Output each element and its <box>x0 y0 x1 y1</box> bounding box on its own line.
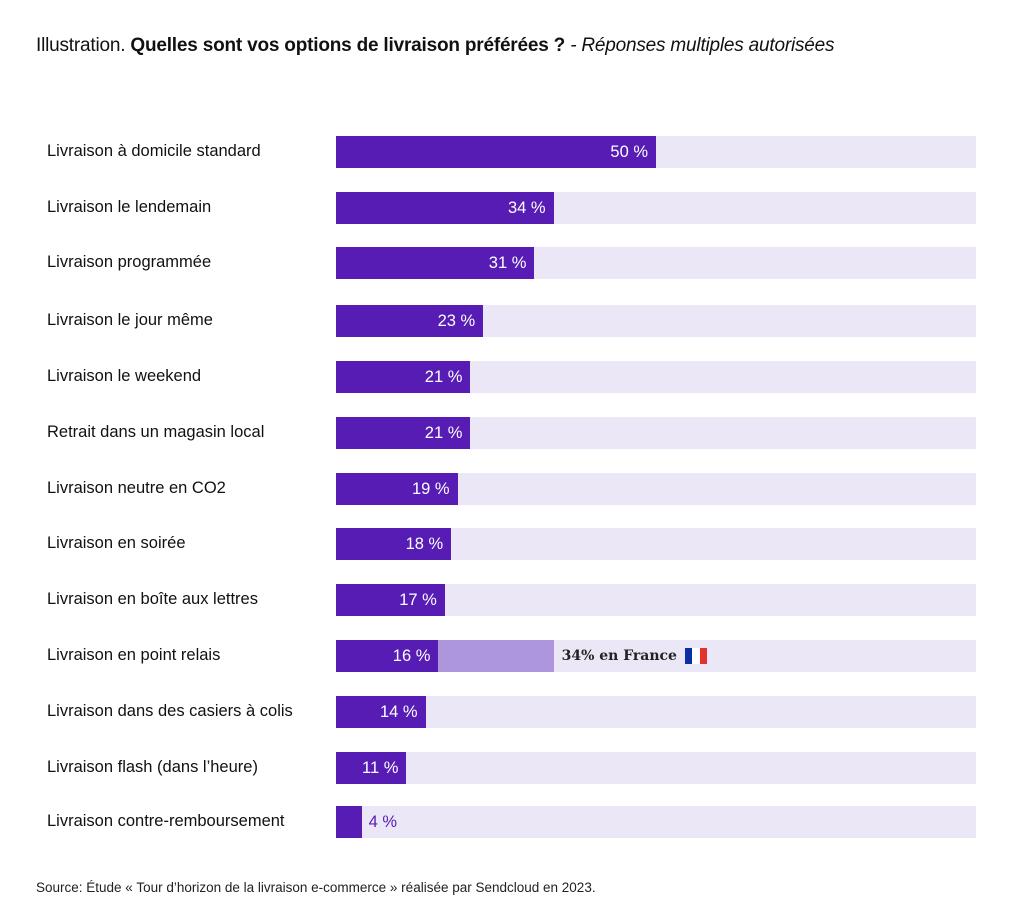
bar-track: 17 % <box>336 584 976 616</box>
data-label: 16 % <box>392 647 431 665</box>
bar-row: Livraison programmée 31 % <box>0 247 1024 279</box>
data-label: 50 % <box>610 143 648 161</box>
category-label: Livraison le jour même <box>47 311 213 329</box>
title-main: Quelles sont vos options de livraison pr… <box>130 35 566 56</box>
data-label: 21 % <box>424 368 463 386</box>
bar-track: 50 % <box>336 136 976 168</box>
bar-track: 21 % <box>336 361 976 393</box>
bar-track: 31 % <box>336 247 976 279</box>
bar <box>336 136 656 168</box>
bar-track: 14 % <box>336 696 976 728</box>
bar <box>336 192 554 224</box>
category-label: Livraison le lendemain <box>47 198 212 216</box>
data-label: 11 % <box>362 759 399 777</box>
data-label: 18 % <box>405 535 444 553</box>
data-label: 34 % <box>508 199 546 217</box>
bar-row: Livraison le lendemain 34 % <box>0 192 1024 224</box>
source-note: Source: Étude « Tour d’horizon de la liv… <box>36 880 596 895</box>
bar-row: Livraison contre-remboursement 4 % <box>0 806 1024 838</box>
bar-track: 11 % <box>336 752 976 784</box>
bar <box>336 640 439 672</box>
bar-track: 34% en France 16 % <box>336 640 976 672</box>
data-label: 21 % <box>424 424 463 442</box>
bar <box>336 696 426 728</box>
bar <box>336 247 535 279</box>
bar-row: Livraison à domicile standard 50 % <box>0 136 1024 168</box>
bar <box>336 806 362 838</box>
france-flag-icon <box>684 648 707 664</box>
bar <box>336 361 471 393</box>
bar-track: 21 % <box>336 417 976 449</box>
bar-row: Livraison en point relais 34% en France 16… <box>0 640 1024 672</box>
bar-track: 18 % <box>336 528 976 560</box>
category-label: Livraison neutre en CO2 <box>47 479 226 497</box>
bar-row: Livraison en soirée 18 % <box>0 528 1024 560</box>
subtitle: - Réponses multiples autorisées <box>570 35 835 56</box>
data-label: 31 % <box>488 254 527 272</box>
bar <box>336 584 445 616</box>
france-annotation-text: 34% en France <box>561 648 677 664</box>
bar-row: Livraison le jour même 23 % <box>0 305 1024 337</box>
bar-row: Livraison flash (dans l’heure) 11 % <box>0 752 1024 784</box>
category-label: Livraison à domicile standard <box>47 142 261 160</box>
data-label: 14 % <box>380 703 418 721</box>
bar-track: 19 % <box>336 473 976 505</box>
data-label: 23 % <box>437 312 476 330</box>
category-label: Livraison en boîte aux lettres <box>47 590 258 608</box>
category-label: Livraison le weekend <box>47 367 202 385</box>
bar-row: Livraison neutre en CO2 19 % <box>0 473 1024 505</box>
bar-row: Retrait dans un magasin local 21 % <box>0 417 1024 449</box>
category-label: Livraison dans des casiers à colis <box>47 702 293 720</box>
category-label: Livraison programmée <box>47 253 212 271</box>
category-label: Livraison flash (dans l’heure) <box>47 758 258 776</box>
category-label: Livraison en soirée <box>47 534 186 552</box>
data-label: 19 % <box>412 480 450 498</box>
bar-track: 4 % <box>336 806 976 838</box>
france-annotation: 34% en France <box>562 648 707 664</box>
data-label: 4 % <box>368 813 398 831</box>
bar-row: Livraison le weekend 21 % <box>0 361 1024 393</box>
chart-title: Illustration. Quelles sont vos options d… <box>36 35 835 57</box>
bar-track: 23 % <box>336 305 976 337</box>
bar-row: Livraison en boîte aux lettres 17 % <box>0 584 1024 616</box>
bar <box>336 417 471 449</box>
bar <box>336 528 452 560</box>
bar-row: Livraison dans des casiers à colis 14 % <box>0 696 1024 728</box>
category-label: Retrait dans un magasin local <box>47 423 265 441</box>
title-prefix: Illustration. <box>36 35 126 56</box>
category-label: Livraison en point relais <box>47 646 221 664</box>
bar-track: 34 % <box>336 192 976 224</box>
category-label: Livraison contre-remboursement <box>47 812 285 830</box>
data-label: 17 % <box>399 591 437 609</box>
bar <box>336 473 458 505</box>
bar <box>336 752 407 784</box>
bar <box>336 305 484 337</box>
